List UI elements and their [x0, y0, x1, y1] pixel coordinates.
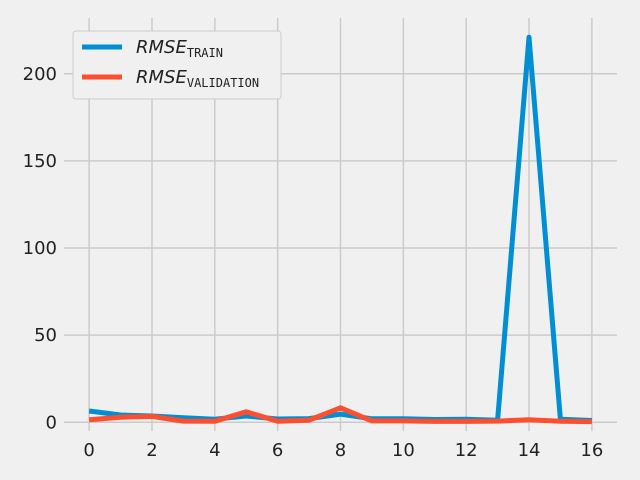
y-tick-label: 50 — [34, 325, 57, 346]
legend-box — [72, 30, 282, 100]
x-tick-label: 14 — [518, 440, 541, 461]
x-tick-labels: 0 2 4 6 8 10 12 14 16 — [83, 440, 603, 461]
x-tick-label: 16 — [580, 440, 603, 461]
legend-label-validation: RMSEVALIDATION — [136, 67, 259, 90]
y-tick-labels: 0 50 100 150 200 — [23, 64, 57, 434]
x-tick-label: 12 — [455, 440, 478, 461]
legend-label-validation-main: RMSE — [136, 67, 187, 88]
legend-label-train-main: RMSE — [136, 37, 187, 58]
x-tick-label: 0 — [83, 440, 94, 461]
y-tick-label: 0 — [46, 412, 57, 433]
legend-label-train-sub: TRAIN — [187, 46, 223, 60]
x-tick-label: 10 — [392, 440, 415, 461]
y-tick-label: 100 — [23, 238, 57, 259]
series-lines — [88, 34, 593, 425]
x-tick-label: 2 — [146, 440, 157, 461]
legend-label-validation-sub: VALIDATION — [187, 76, 259, 90]
y-tick-label: 150 — [23, 151, 57, 172]
x-tick-label: 8 — [335, 440, 346, 461]
series-line-validation — [88, 405, 592, 425]
y-tick-label: 200 — [23, 64, 57, 85]
x-tick-label: 4 — [209, 440, 220, 461]
legend-label-train: RMSETRAIN — [136, 37, 223, 60]
x-tick-label: 6 — [272, 440, 283, 461]
legend: RMSETRAIN RMSEVALIDATION — [72, 30, 282, 100]
